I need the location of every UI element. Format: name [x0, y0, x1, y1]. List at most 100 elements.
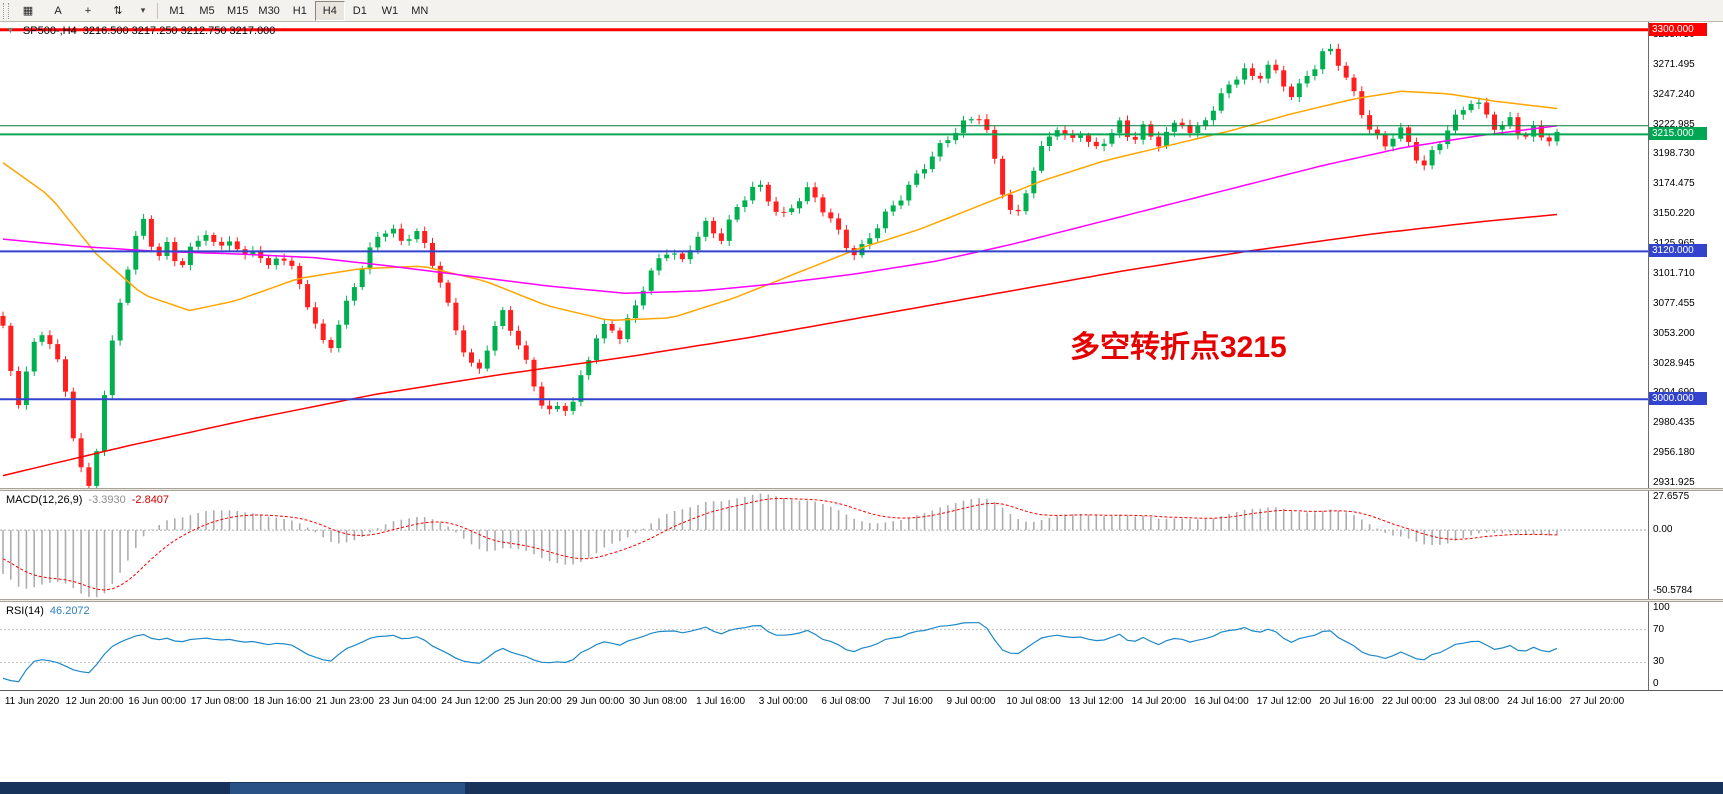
time-axis-label: 30 Jun 08:00 — [629, 696, 687, 707]
timeframe-d1-button[interactable]: D1 — [352, 4, 367, 17]
rsi-axis-label: 100 — [1653, 602, 1670, 613]
moving-averages-layer — [2, 90, 1558, 477]
symbol-timeframe-label: SP500-,H4 — [22, 25, 77, 37]
price-tag-3120.000: 3120.000 — [1649, 244, 1707, 258]
macd-chart-canvas[interactable] — [0, 491, 1648, 599]
rsi-header: RSI(14) 46.2072 — [6, 605, 90, 617]
timeframe-m5-button[interactable]: M5 — [199, 4, 215, 17]
rsi-line — [2, 622, 1558, 683]
time-axis-label: 12 Jun 20:00 — [65, 696, 124, 707]
time-axis[interactable]: 11 Jun 2020 12 Jun 20:00 16 Jun 00:00 17 Ju… — [0, 690, 1723, 712]
time-axis-label: 1 Jul 16:00 — [696, 696, 746, 707]
macd-signal-line — [2, 498, 1558, 591]
price-axis-label: 3271.495 — [1653, 58, 1695, 70]
tool-dropdown-caret[interactable]: ▾ — [140, 5, 146, 15]
time-axis-label: 29 Jun 00:00 — [566, 696, 625, 707]
rsi-axis-label: 30 — [1653, 656, 1665, 668]
macd-main-value: -3.3930 — [88, 494, 126, 506]
rsi-chart-canvas[interactable] — [0, 602, 1648, 690]
price-tag-3300.000: 3300.000 — [1649, 22, 1707, 36]
time-axis-label: 16 Jul 04:00 — [1194, 696, 1249, 707]
timeframe-m15-button[interactable]: M15 — [227, 4, 249, 17]
slow-ma-line — [2, 213, 1558, 477]
empty-area — [0, 712, 1723, 782]
taskbar[interactable] — [0, 782, 1723, 794]
time-axis-label: 18 Jun 16:00 — [253, 696, 312, 707]
toolbar-grip[interactable] — [3, 2, 9, 19]
time-axis-label: 24 Jul 16:00 — [1507, 696, 1562, 707]
toolbar-separator — [157, 2, 158, 19]
panel-splitter-rsi[interactable] — [0, 599, 1723, 602]
cursor-a-tool[interactable]: A — [54, 4, 62, 17]
price-axis-label: 3174.475 — [1653, 178, 1695, 190]
time-axis-label: 13 Jul 12:00 — [1068, 696, 1124, 707]
chart-grid-icon[interactable]: ▦ — [22, 5, 34, 17]
timeframe-m1-button[interactable]: M1 — [169, 4, 185, 17]
macd-header: MACD(12,26,9) -3.3930 -2.8407 — [6, 494, 169, 506]
time-axis-label: 16 Jun 00:00 — [128, 696, 187, 707]
chart-header: ▼ SP500-,H4 3216.500 3217.250 3212.750 3… — [6, 25, 275, 37]
rsi-indicator-panel: RSI(14) 46.2072 100 70 30 0 — [0, 602, 1723, 690]
timeframe-h1-button[interactable]: H1 — [292, 4, 307, 17]
time-axis-label: 7 Jul 16:00 — [883, 696, 933, 707]
price-axis-label: 3247.240 — [1653, 88, 1695, 100]
time-axis-label: 25 Jun 20:00 — [503, 696, 562, 707]
time-axis-label: 9 Jul 00:00 — [946, 696, 996, 707]
macd-axis-label: -50.5784 — [1653, 585, 1693, 596]
price-axis-label: 3222.985 — [1653, 118, 1695, 130]
time-axis-label: 23 Jun 04:00 — [378, 696, 437, 707]
time-axis-label: 3 Jul 00:00 — [758, 696, 808, 707]
rsi-label: RSI(14) — [6, 605, 44, 617]
collapse-triangle-icon[interactable]: ▼ — [6, 25, 15, 35]
price-tag-3000.000: 3000.000 — [1649, 392, 1707, 406]
time-axis-label: 21 Jun 23:00 — [316, 696, 374, 707]
price-axis-label: 3101.710 — [1653, 267, 1695, 279]
price-axis-label: 3125.965 — [1653, 238, 1695, 249]
time-axis-label: 20 Jul 16:00 — [1319, 696, 1374, 707]
tool-buttons-group: ▦ A + ⇅ ▾ — [13, 1, 153, 21]
macd-histogram — [2, 493, 1558, 597]
price-tag-3215.000: 3215.000 — [1649, 127, 1707, 141]
macd-signal-value: -2.8407 — [131, 494, 170, 506]
time-axis-label: 22 Jul 00:00 — [1381, 696, 1437, 707]
main-chart-canvas[interactable] — [0, 22, 1648, 488]
time-axis-label: 24 Jun 12:00 — [441, 696, 500, 707]
time-axis-label: 23 Jul 08:00 — [1444, 696, 1500, 707]
taskbar-app-button[interactable] — [230, 783, 465, 794]
chart-text-annotation[interactable]: 多空转折点3215 — [1070, 331, 1287, 364]
time-axis-label: 17 Jun 08:00 — [190, 696, 249, 707]
price-axis-label: 3028.945 — [1653, 357, 1695, 369]
scroll-shift-tool[interactable]: ⇅ — [113, 5, 123, 17]
timeframe-mn-button[interactable]: MN — [411, 4, 429, 17]
time-axis-label: 10 Jul 08:00 — [1006, 696, 1061, 707]
price-chart-panel: ▼ SP500-,H4 3216.500 3217.250 3212.750 3… — [0, 22, 1723, 488]
rsi-value: 46.2072 — [49, 605, 90, 617]
price-axis[interactable]: 3295.7503271.4953247.2403222.9853198.730… — [1648, 22, 1723, 488]
timeframe-h4-button[interactable]: H4 — [314, 0, 345, 21]
rsi-axis-label: 70 — [1653, 623, 1665, 635]
fast-ma-line — [2, 90, 1558, 321]
crosshair-tool[interactable]: + — [84, 4, 92, 17]
time-axis-label: 11 Jun 2020 — [4, 696, 60, 707]
main-toolbar: ▦ A + ⇅ ▾ M1 M5 M15 M30 H1 H4 D1 W1 MN — [0, 0, 1723, 22]
price-axis-label: 3053.200 — [1653, 327, 1695, 339]
time-axis-label: 17 Jul 12:00 — [1256, 696, 1312, 707]
time-axis-label: 27 Jul 20:00 — [1569, 696, 1625, 707]
horizontal-level-lines[interactable] — [0, 28, 1648, 401]
price-axis-label: 3198.730 — [1653, 148, 1695, 160]
price-axis-label: 3150.220 — [1653, 208, 1695, 220]
price-axis-label: 2931.925 — [1653, 477, 1695, 489]
macd-indicator-panel: MACD(12,26,9) -3.3930 -2.8407 27.6575 0.0… — [0, 491, 1723, 599]
timeframe-m30-button[interactable]: M30 — [258, 4, 280, 17]
time-axis-label: 14 Jul 20:00 — [1131, 696, 1187, 707]
macd-axis-label: 27.6575 — [1653, 491, 1690, 502]
rsi-axis[interactable]: 100 70 30 0 — [1648, 602, 1723, 690]
price-axis-label: 2956.180 — [1653, 447, 1695, 459]
timeframe-toolbar: M1 M5 M15 M30 H1 H4 D1 W1 MN — [162, 0, 435, 21]
timeframe-w1-button[interactable]: W1 — [381, 4, 399, 17]
macd-axis[interactable]: 27.6575 0.00 -50.5784 — [1648, 491, 1723, 599]
macd-axis-label: 0.00 — [1653, 524, 1673, 536]
panel-splitter-macd[interactable] — [0, 488, 1723, 491]
macd-label: MACD(12,26,9) — [6, 494, 83, 506]
